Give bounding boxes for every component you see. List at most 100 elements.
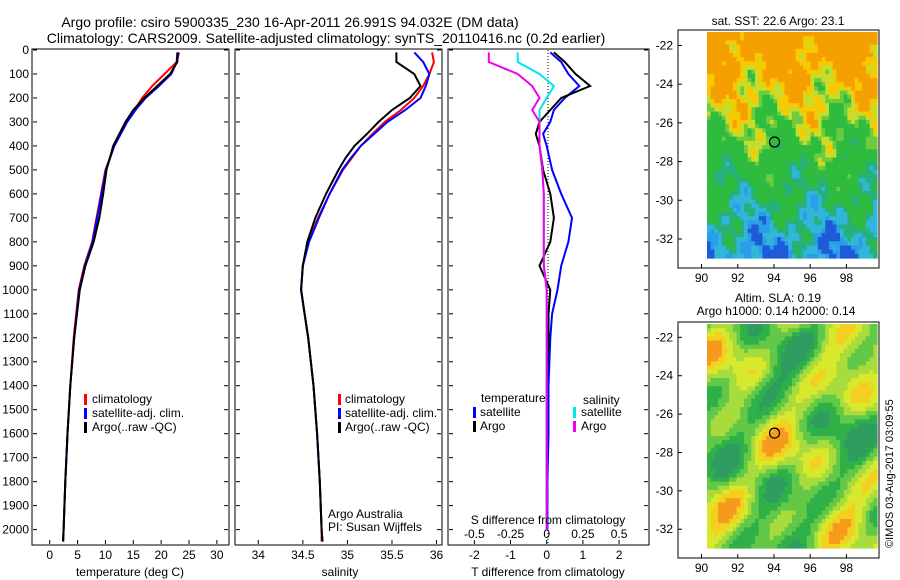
heatmap-cell (873, 119, 878, 125)
heatmap-cell (718, 456, 723, 462)
heatmap-cell (743, 543, 749, 549)
heatmap-cell (862, 241, 867, 247)
heatmap-cell (740, 36, 745, 41)
heatmap-cell (795, 228, 800, 234)
heatmap-cell (740, 253, 745, 259)
heatmap-cell (788, 419, 793, 425)
heatmap-cell (747, 398, 752, 404)
heatmap-cell (758, 94, 764, 100)
heatmap-cell (825, 377, 830, 383)
heatmap-cell (821, 398, 826, 404)
heatmap-cell (825, 220, 830, 226)
heatmap-cell (825, 324, 830, 329)
heatmap-cell (840, 444, 845, 450)
heatmap-cell (851, 57, 856, 62)
heatmap-cell (843, 191, 849, 196)
heatmap-cell (729, 518, 734, 524)
heatmap-cell (799, 448, 804, 454)
heatmap-cell (803, 165, 808, 171)
heatmap-cell (707, 324, 712, 329)
heatmap-cell (810, 332, 815, 338)
heatmap-cell (784, 149, 789, 154)
heatmap-cell (740, 128, 745, 134)
heatmap-cell (799, 140, 804, 146)
heatmap-cell (714, 411, 719, 416)
heatmap-cell (821, 489, 826, 495)
heatmap-cell (828, 406, 834, 412)
heatmap-cell (766, 124, 771, 129)
heatmap-cell (832, 539, 837, 545)
heatmap-cell (714, 65, 719, 71)
heatmap-cell (810, 111, 815, 117)
heatmap-cell (729, 365, 734, 371)
heatmap-cell (799, 237, 804, 242)
heatmap-cell (840, 65, 845, 71)
heatmap-cell (725, 353, 730, 358)
heatmap-cell (740, 115, 745, 121)
heatmap-cell (718, 543, 723, 549)
heatmap-cell (792, 427, 797, 433)
heatmap-cell (729, 52, 734, 58)
heatmap-cell (707, 535, 712, 541)
heatmap-cell (795, 514, 800, 520)
heatmap-cell (817, 398, 823, 404)
heatmap-cell (755, 382, 760, 387)
heatmap-cell (840, 506, 845, 512)
heatmap-cell (825, 237, 830, 242)
heatmap-cell (736, 481, 741, 487)
heatmap-cell (795, 32, 800, 37)
heatmap-cell (799, 531, 804, 537)
heatmap-cell (732, 182, 738, 188)
heatmap-cell (806, 195, 812, 201)
heatmap-cell (821, 365, 826, 371)
heatmap-cell (740, 165, 745, 171)
heatmap-cell (869, 241, 874, 247)
heatmap-cell (840, 52, 845, 58)
heatmap-cell (762, 165, 767, 171)
heatmap-cell (710, 324, 715, 329)
heatmap-cell (854, 324, 860, 329)
heatmap-cell (828, 186, 834, 192)
heatmap-cell (795, 518, 800, 524)
heatmap-cell (732, 98, 738, 104)
heatmap-cell (751, 539, 756, 545)
heatmap-cell (803, 527, 808, 533)
heatmap-cell (851, 390, 856, 396)
heatmap-cell (784, 477, 789, 483)
heatmap-cell (840, 232, 845, 238)
heatmap-cell (803, 228, 808, 234)
heatmap-cell (769, 436, 775, 441)
heatmap-cell (755, 182, 760, 188)
heatmap-cell (858, 340, 863, 346)
heatmap-cell (854, 153, 860, 159)
heatmap-cell (821, 57, 826, 62)
heatmap-cell (743, 128, 749, 134)
legend-label-satellite: satellite-adj. clim. (345, 406, 437, 420)
heatmap-cell (832, 86, 837, 92)
heatmap-cell (729, 444, 734, 450)
series-line-argo-raw-qc- (300, 52, 422, 542)
heatmap-cell (766, 241, 771, 247)
heatmap-cell (766, 398, 771, 404)
heatmap-cell (806, 232, 812, 238)
heatmap-cell (836, 82, 841, 88)
heatmap-cell (854, 32, 860, 37)
heatmap-cell (758, 510, 764, 516)
heatmap-cell (862, 69, 867, 75)
heatmap-cell (784, 65, 789, 71)
heatmap-cell (758, 124, 764, 129)
heatmap-cell (843, 128, 849, 134)
heatmap-cell (836, 460, 841, 466)
heatmap-cell (810, 386, 815, 391)
heatmap-cell (803, 145, 808, 150)
heatmap-cell (806, 460, 812, 466)
heatmap-cell (799, 427, 804, 433)
heatmap-cell (825, 494, 830, 499)
heatmap-cell (710, 245, 715, 251)
heatmap-cell (747, 32, 752, 37)
heatmap-cell (710, 406, 715, 412)
heatmap-cell (788, 90, 793, 96)
heatmap-cell (869, 157, 874, 163)
heatmap-cell (854, 353, 860, 358)
heatmap-cell (743, 506, 749, 512)
